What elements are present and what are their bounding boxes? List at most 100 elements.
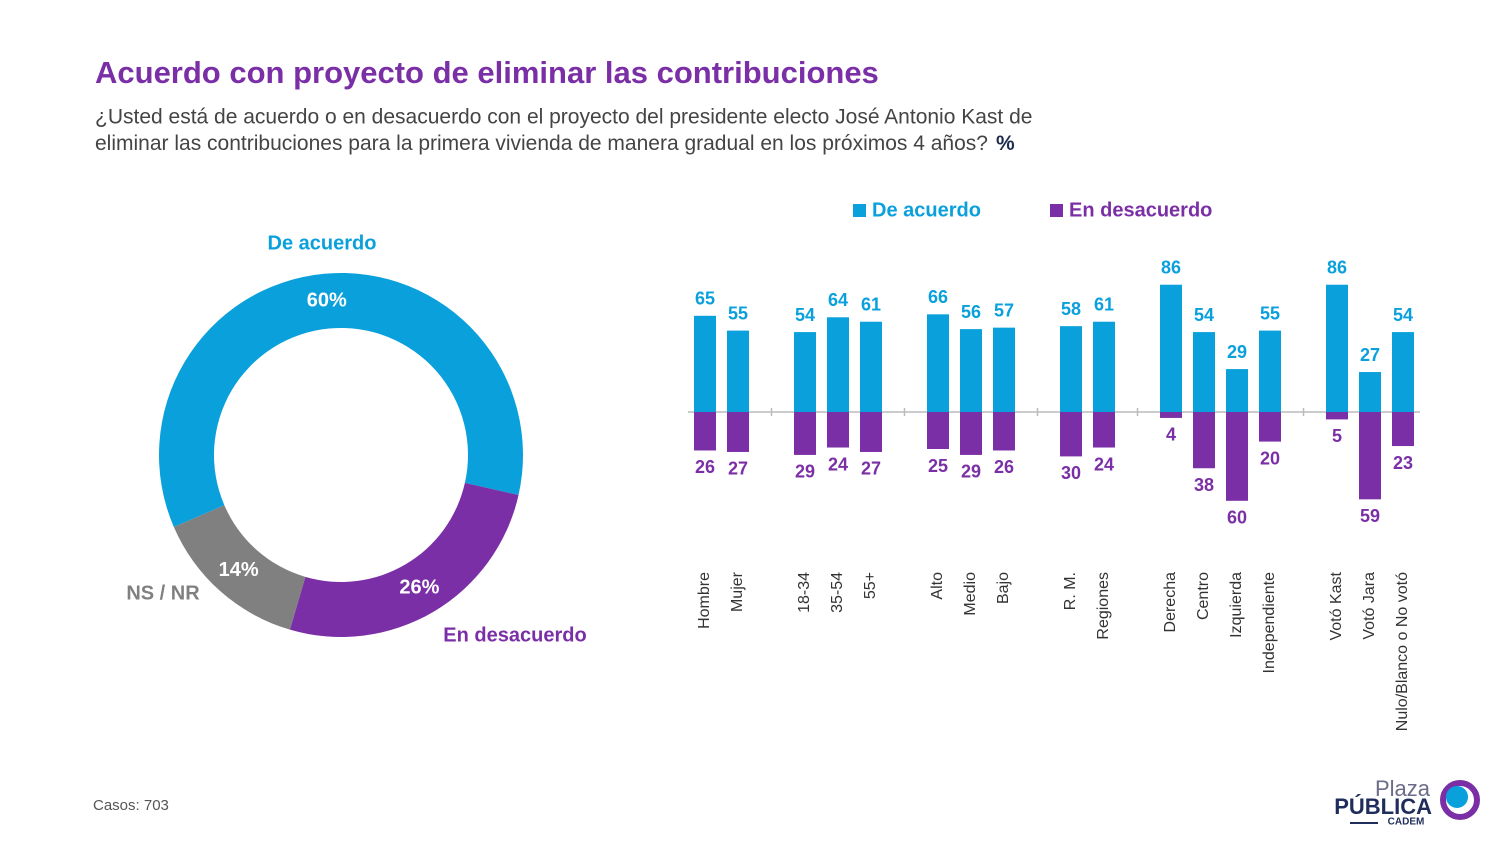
bar [860, 412, 882, 452]
data-label: 29 [795, 462, 815, 482]
category-label: NS / NR [126, 582, 200, 604]
data-label: 61 [1094, 294, 1114, 314]
data-label: 61 [861, 294, 881, 314]
data-label: 54 [795, 305, 815, 325]
x-tick-label: Votó Jara [1361, 572, 1378, 640]
bar [1359, 412, 1381, 500]
subtitle: ¿Usted está de acuerdo o en desacuerdo c… [95, 106, 1032, 129]
legend-label: En desacuerdo [1069, 199, 1212, 221]
x-tick-label: Mujer [729, 571, 746, 612]
bar [927, 314, 949, 412]
x-tick-label: R. M. [1062, 572, 1079, 610]
logo-text: CADEM [1388, 817, 1425, 828]
logo-text: PÚBLICA [1334, 794, 1432, 819]
logo-icon [1446, 786, 1468, 808]
bar [1392, 332, 1414, 412]
bar [1359, 372, 1381, 412]
legend-swatch [853, 204, 866, 217]
bar [1093, 412, 1115, 448]
bar [1226, 412, 1248, 501]
data-label: 86 [1161, 257, 1181, 277]
bar [927, 412, 949, 449]
bar [1259, 412, 1281, 442]
data-label: 29 [961, 462, 981, 482]
data-label: 29 [1227, 342, 1247, 362]
bar [827, 412, 849, 448]
x-tick-label: 18-34 [796, 572, 813, 613]
data-label: 65 [695, 289, 715, 309]
x-tick-label: Medio [962, 572, 979, 616]
title: Acuerdo con proyecto de eliminar las con… [95, 55, 879, 90]
data-label: 64 [828, 290, 848, 310]
bar [827, 317, 849, 412]
data-label: 57 [994, 300, 1014, 320]
bar [727, 330, 749, 412]
data-label: 27 [861, 459, 881, 479]
x-tick-label: Regiones [1095, 572, 1112, 640]
logo-text: Plaza [1375, 776, 1431, 801]
x-tick-label: Hombre [696, 572, 713, 629]
data-label: 26 [695, 457, 715, 477]
bar [1093, 321, 1115, 412]
data-label: 55 [1260, 303, 1280, 323]
bar [960, 412, 982, 455]
bar [1160, 412, 1182, 418]
bar [727, 412, 749, 452]
logo: Plaza PÚBLICA CADEM [1334, 776, 1480, 828]
x-tick-label: Alto [929, 572, 946, 600]
data-label: 55 [728, 303, 748, 323]
bar [1060, 326, 1082, 412]
bar [1392, 412, 1414, 447]
bar [794, 412, 816, 455]
bar [860, 321, 882, 412]
bar [1226, 369, 1248, 412]
footnote: Casos: 703 [93, 797, 169, 814]
data-label: 56 [961, 302, 981, 322]
bar [1060, 412, 1082, 457]
data-label: 66 [928, 287, 948, 307]
x-tick-label: Nulo/Blanco o No votó [1394, 572, 1411, 731]
x-tick-label: 55+ [862, 572, 879, 599]
data-label: 26 [994, 457, 1014, 477]
x-tick-label: Izquierda [1228, 572, 1245, 638]
bar [960, 329, 982, 412]
bar [794, 332, 816, 412]
bar [993, 327, 1015, 412]
data-label: 20 [1260, 448, 1280, 468]
bar [993, 412, 1015, 451]
legend-swatch [1050, 204, 1063, 217]
subtitle: eliminar las contribuciones para la prim… [95, 132, 1015, 155]
data-label: 58 [1061, 299, 1081, 319]
data-label: 30 [1061, 463, 1081, 483]
logo-icon [1440, 780, 1480, 820]
bar [1326, 284, 1348, 412]
donut-segment [159, 273, 524, 527]
x-tick-label: 35-54 [829, 572, 846, 613]
subtitle-unit: % [996, 132, 1015, 155]
value-label: 14% [219, 559, 259, 581]
data-label: 86 [1327, 257, 1347, 277]
bar [1326, 412, 1348, 420]
bar [694, 412, 716, 451]
value-label: 60% [307, 289, 347, 311]
x-tick-label: Centro [1195, 572, 1212, 620]
data-label: 25 [928, 456, 948, 476]
data-label: 5 [1332, 426, 1342, 446]
category-label: De acuerdo [268, 232, 377, 254]
data-label: 54 [1393, 305, 1413, 325]
data-label: 24 [1094, 454, 1114, 474]
value-label: 26% [399, 576, 439, 598]
x-tick-label: Votó Kast [1328, 571, 1345, 640]
bar [1193, 412, 1215, 469]
bar [1259, 330, 1281, 412]
donut-segment [289, 482, 519, 637]
data-label: 60 [1227, 508, 1247, 528]
data-label: 54 [1194, 305, 1214, 325]
data-label: 4 [1166, 425, 1176, 445]
bar [1160, 284, 1182, 412]
bar [694, 315, 716, 412]
data-label: 27 [1360, 345, 1380, 365]
data-label: 38 [1194, 475, 1214, 495]
